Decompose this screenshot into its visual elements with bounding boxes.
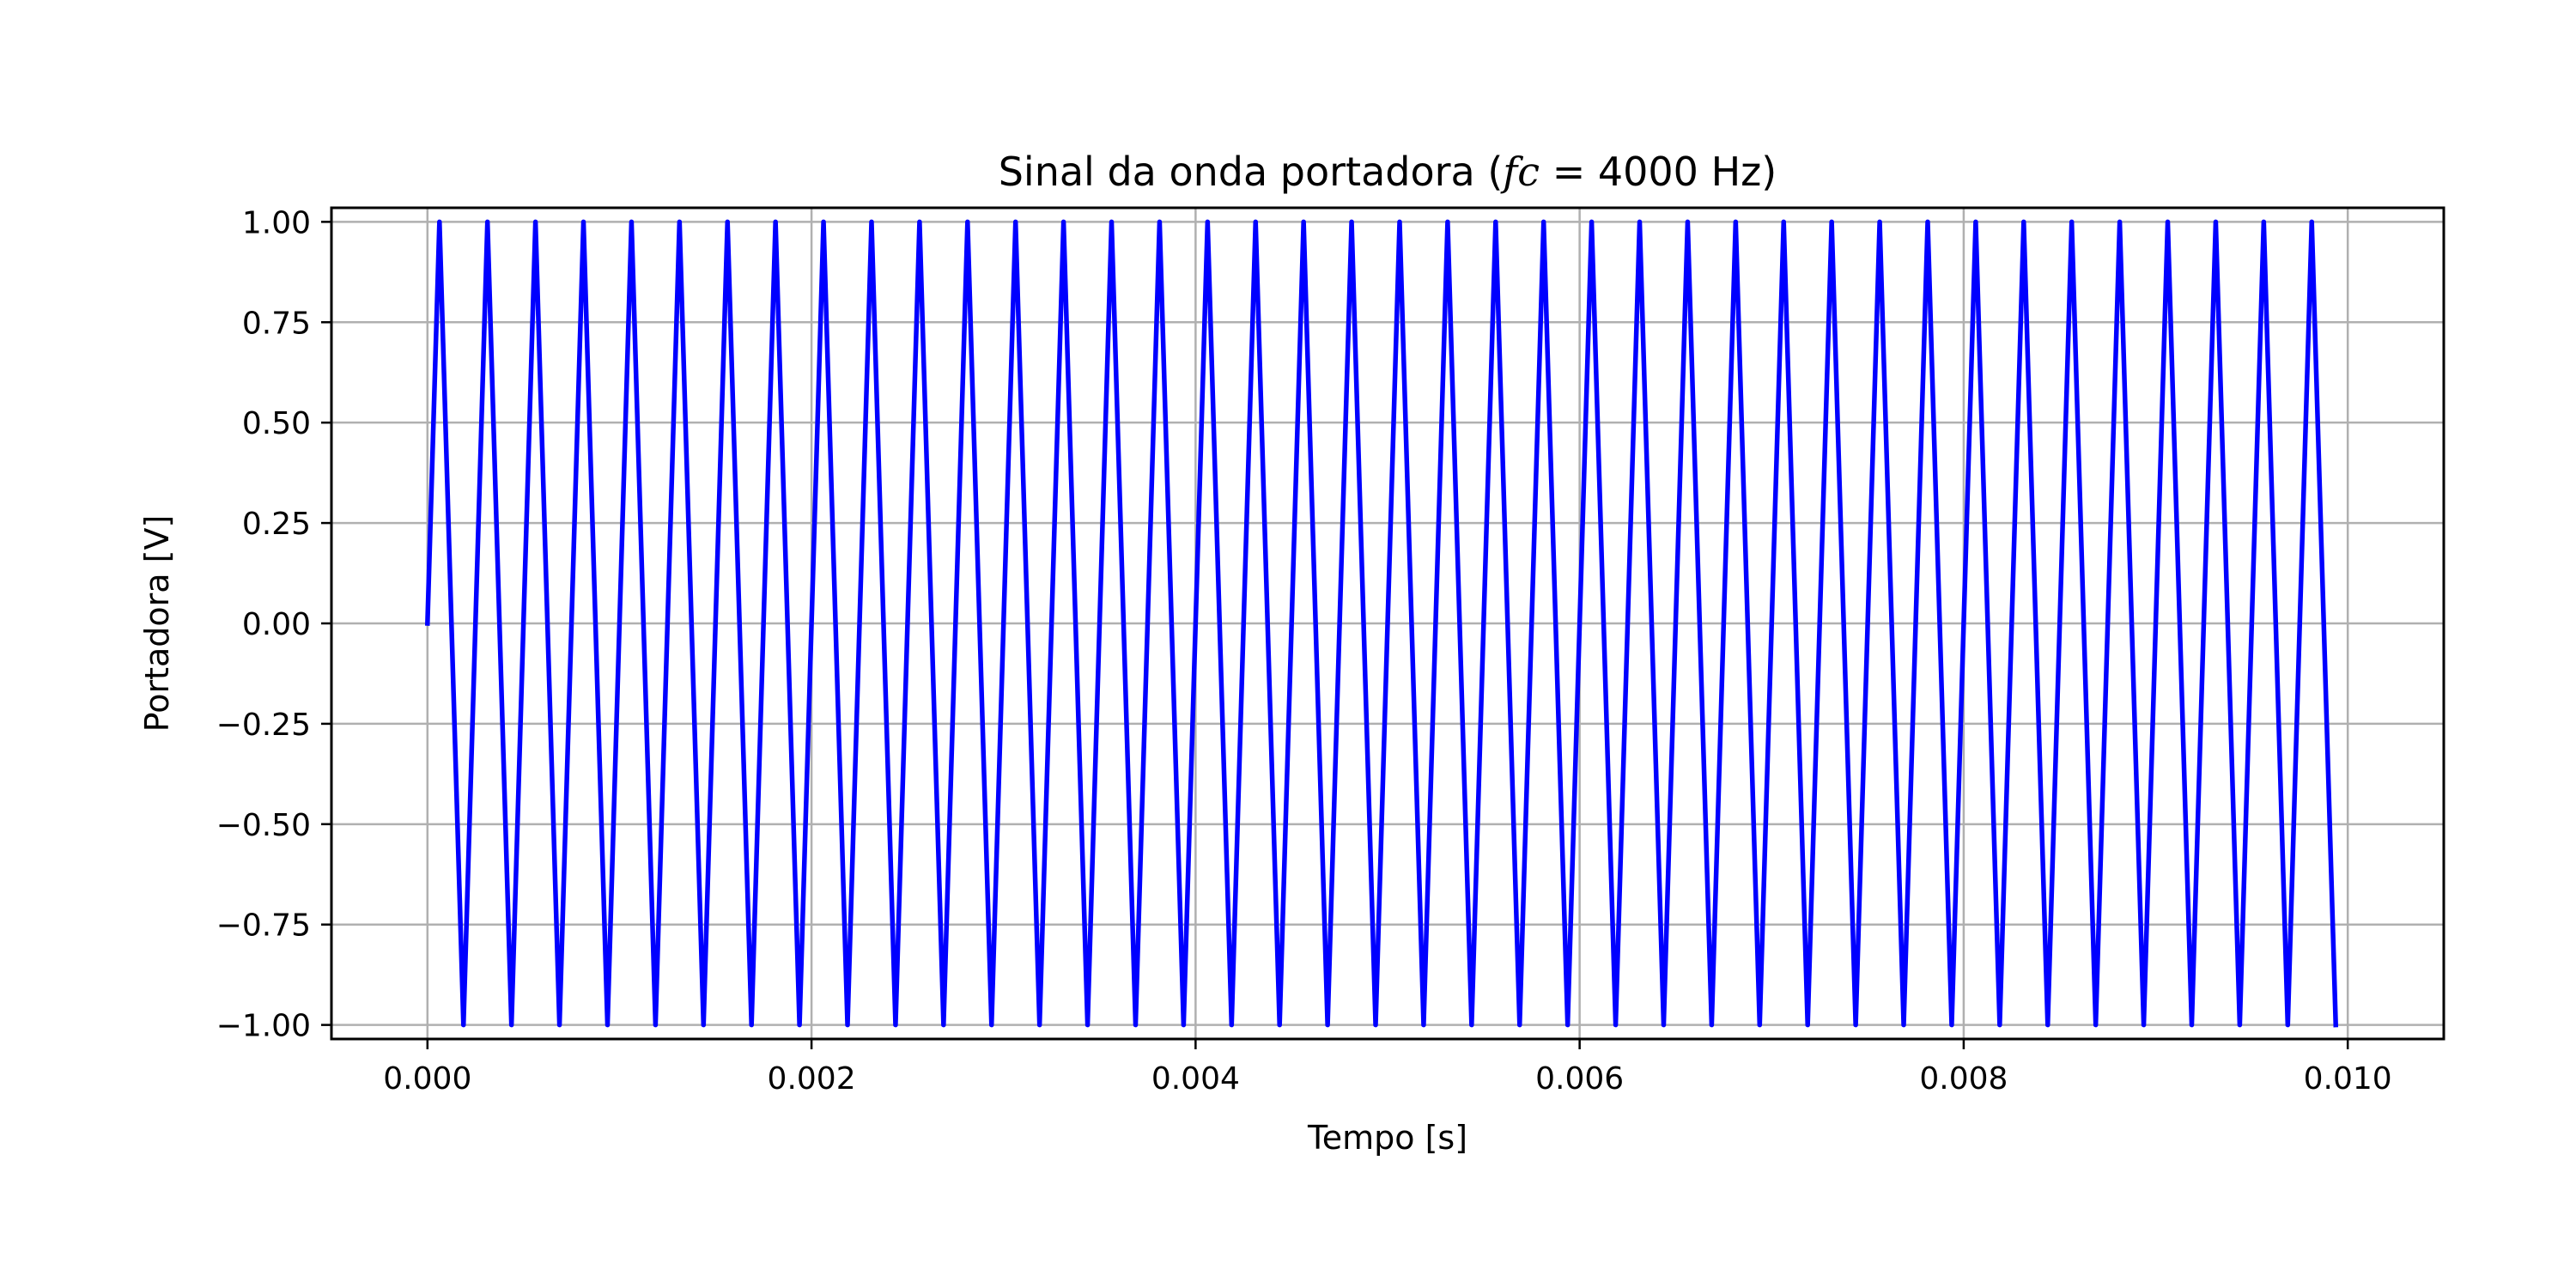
x-tick-label: 0.000 bbox=[383, 1061, 471, 1097]
x-tick-label: 0.008 bbox=[1919, 1061, 2008, 1097]
x-tick-label: 0.004 bbox=[1151, 1061, 1240, 1097]
x-tick-label: 0.010 bbox=[2304, 1061, 2392, 1097]
y-tick-label: 0.50 bbox=[242, 406, 311, 441]
x-axis: 0.000 0.002 0.004 0.006 0.008 0.010 bbox=[383, 1039, 2392, 1097]
y-tick-label: 0.25 bbox=[242, 507, 311, 542]
y-axis-label: Portadora [V] bbox=[138, 515, 176, 732]
title-prefix: Sinal da onda portadora ( bbox=[999, 149, 1504, 195]
x-tick-label: 0.006 bbox=[1535, 1061, 1624, 1097]
y-tick-label: 0.75 bbox=[242, 306, 311, 341]
y-tick-label: 1.00 bbox=[242, 205, 311, 240]
x-tick-label: 0.002 bbox=[768, 1061, 856, 1097]
y-tick-label: −0.25 bbox=[216, 708, 311, 743]
title-suffix: 4000 Hz) bbox=[1598, 149, 1777, 195]
title-math-variable: fc bbox=[1500, 149, 1540, 195]
chart-title: Sinal da onda portadora (fc = 4000 Hz) bbox=[999, 149, 1777, 195]
title-equals: = bbox=[1540, 149, 1598, 195]
y-tick-label: −1.00 bbox=[216, 1009, 311, 1044]
y-tick-label: −0.50 bbox=[216, 808, 311, 843]
carrier-series-line bbox=[424, 219, 2339, 1028]
y-axis: 1.00 0.75 0.50 0.25 0.00 −0.25 −0.50 −0.75 −1.00 bbox=[216, 205, 331, 1044]
x-axis-label: Tempo [s] bbox=[1307, 1119, 1467, 1157]
y-tick-label: −0.75 bbox=[216, 908, 311, 944]
plot-area bbox=[424, 219, 2339, 1028]
y-tick-label: 0.00 bbox=[242, 607, 311, 642]
